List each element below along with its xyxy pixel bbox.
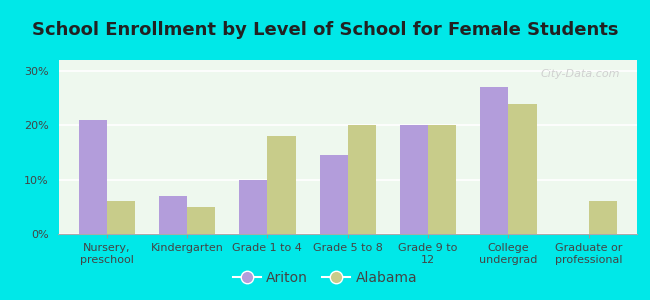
Bar [239, 180, 267, 234]
Bar [589, 201, 617, 234]
Bar [508, 103, 536, 234]
Bar [187, 207, 215, 234]
Bar [159, 196, 187, 234]
Legend: Ariton, Alabama: Ariton, Alabama [227, 265, 422, 290]
Bar [428, 125, 456, 234]
Bar [107, 201, 135, 234]
Bar [267, 136, 296, 234]
Bar [348, 125, 376, 234]
Text: City-Data.com: City-Data.com [540, 69, 619, 79]
Bar [480, 87, 508, 234]
Bar [400, 125, 428, 234]
Bar [320, 155, 348, 234]
Text: School Enrollment by Level of School for Female Students: School Enrollment by Level of School for… [32, 21, 618, 39]
Bar [79, 120, 107, 234]
